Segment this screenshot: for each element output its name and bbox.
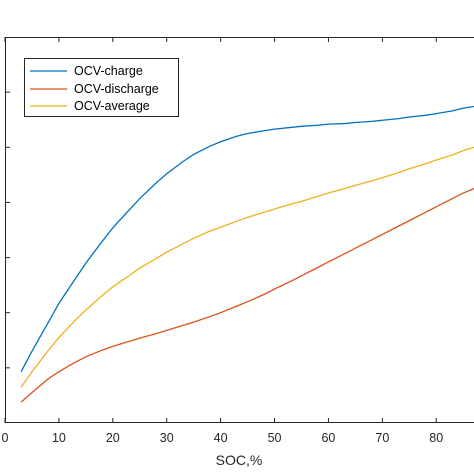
x-tick-label: 30 [160,431,174,445]
x-tick-label: 60 [321,431,335,445]
legend-box [24,58,179,117]
series-line-ocv-average [20,146,474,388]
x-tick-label: 80 [429,431,443,445]
series-layer [20,105,474,403]
legend-label-ocv-average: OCV-average [74,99,150,113]
x-tick-label: 40 [214,431,228,445]
legend-label-ocv-charge: OCV-charge [74,64,143,78]
y-ticks [5,91,10,369]
x-tick-label: 20 [106,431,120,445]
axes-layer [5,37,474,423]
legend: OCV-charge OCV-discharge OCV-average [24,58,179,117]
x-tick-label: 70 [375,431,389,445]
series-line-ocv-discharge [20,188,474,403]
series-line-ocv-charge [20,105,474,373]
legend-label-ocv-discharge: OCV-discharge [74,82,159,96]
x-axis-label: SOC,% [216,452,263,468]
x-tick-label: 10 [52,431,66,445]
x-tick-label: 50 [268,431,282,445]
x-ticks: 0 10 20 30 40 50 60 70 80 [2,37,443,445]
x-tick-label: 0 [2,431,9,445]
